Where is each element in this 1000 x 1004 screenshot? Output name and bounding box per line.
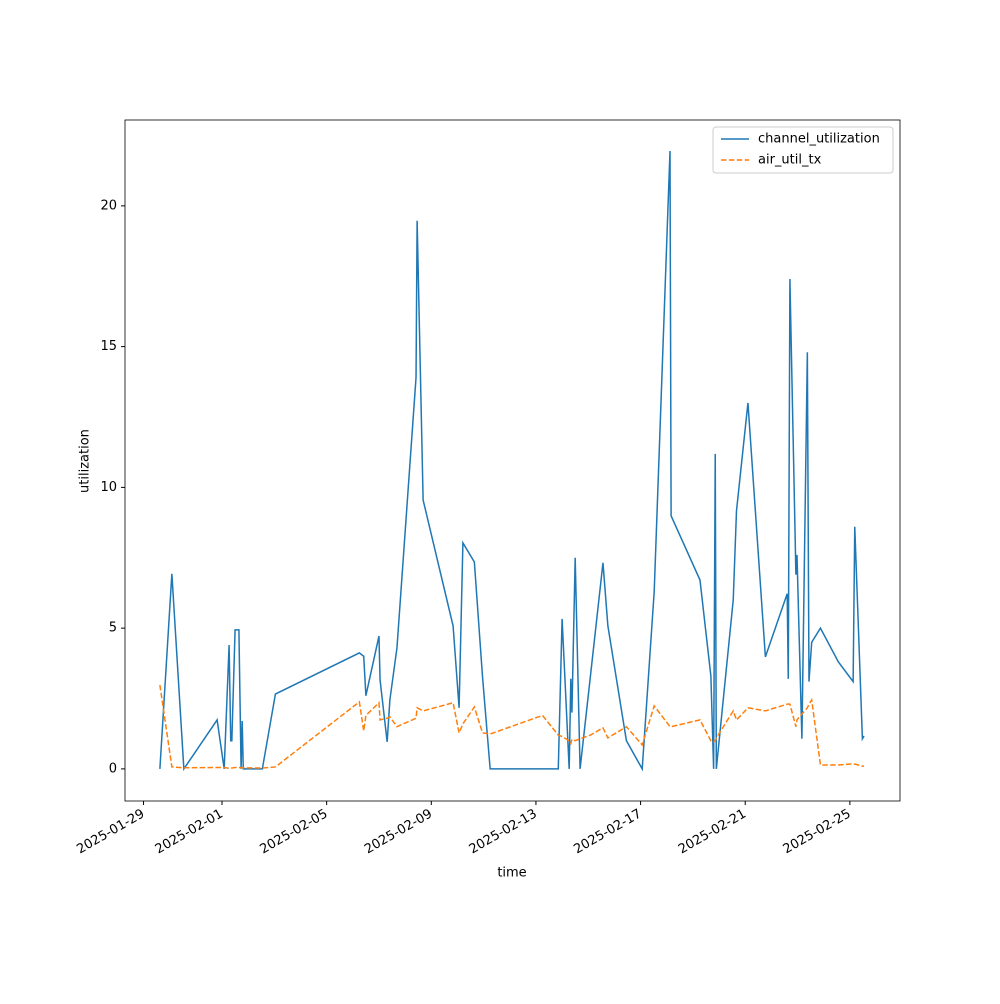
y-tick-label: 20 [100,198,117,213]
legend-label: channel_utilization [758,132,880,147]
x-tick-label: 2025-02-17 [571,807,644,858]
x-tick-label: 2025-01-29 [74,807,147,858]
legend-box [712,126,894,174]
x-tick-label: 2025-02-13 [467,807,540,858]
y-axis-label: utilization [78,429,93,493]
plot-frame [124,119,901,802]
x-tick-label: 2025-02-21 [676,807,749,858]
y-tick-label: 15 [100,339,117,354]
x-tick-label: 2025-02-09 [362,807,435,858]
series-line [159,684,865,770]
y-tick-label: 0 [109,761,117,776]
legend-label: air_util_tx [758,153,822,168]
x-tick-label: 2025-02-25 [781,807,854,858]
x-tick-label: 2025-02-01 [153,807,226,858]
x-axis-label: time [497,866,526,881]
x-tick-label: 2025-02-05 [257,807,330,858]
y-tick-label: 10 [100,480,117,495]
series-line [159,150,865,772]
y-tick-label: 5 [109,621,117,636]
